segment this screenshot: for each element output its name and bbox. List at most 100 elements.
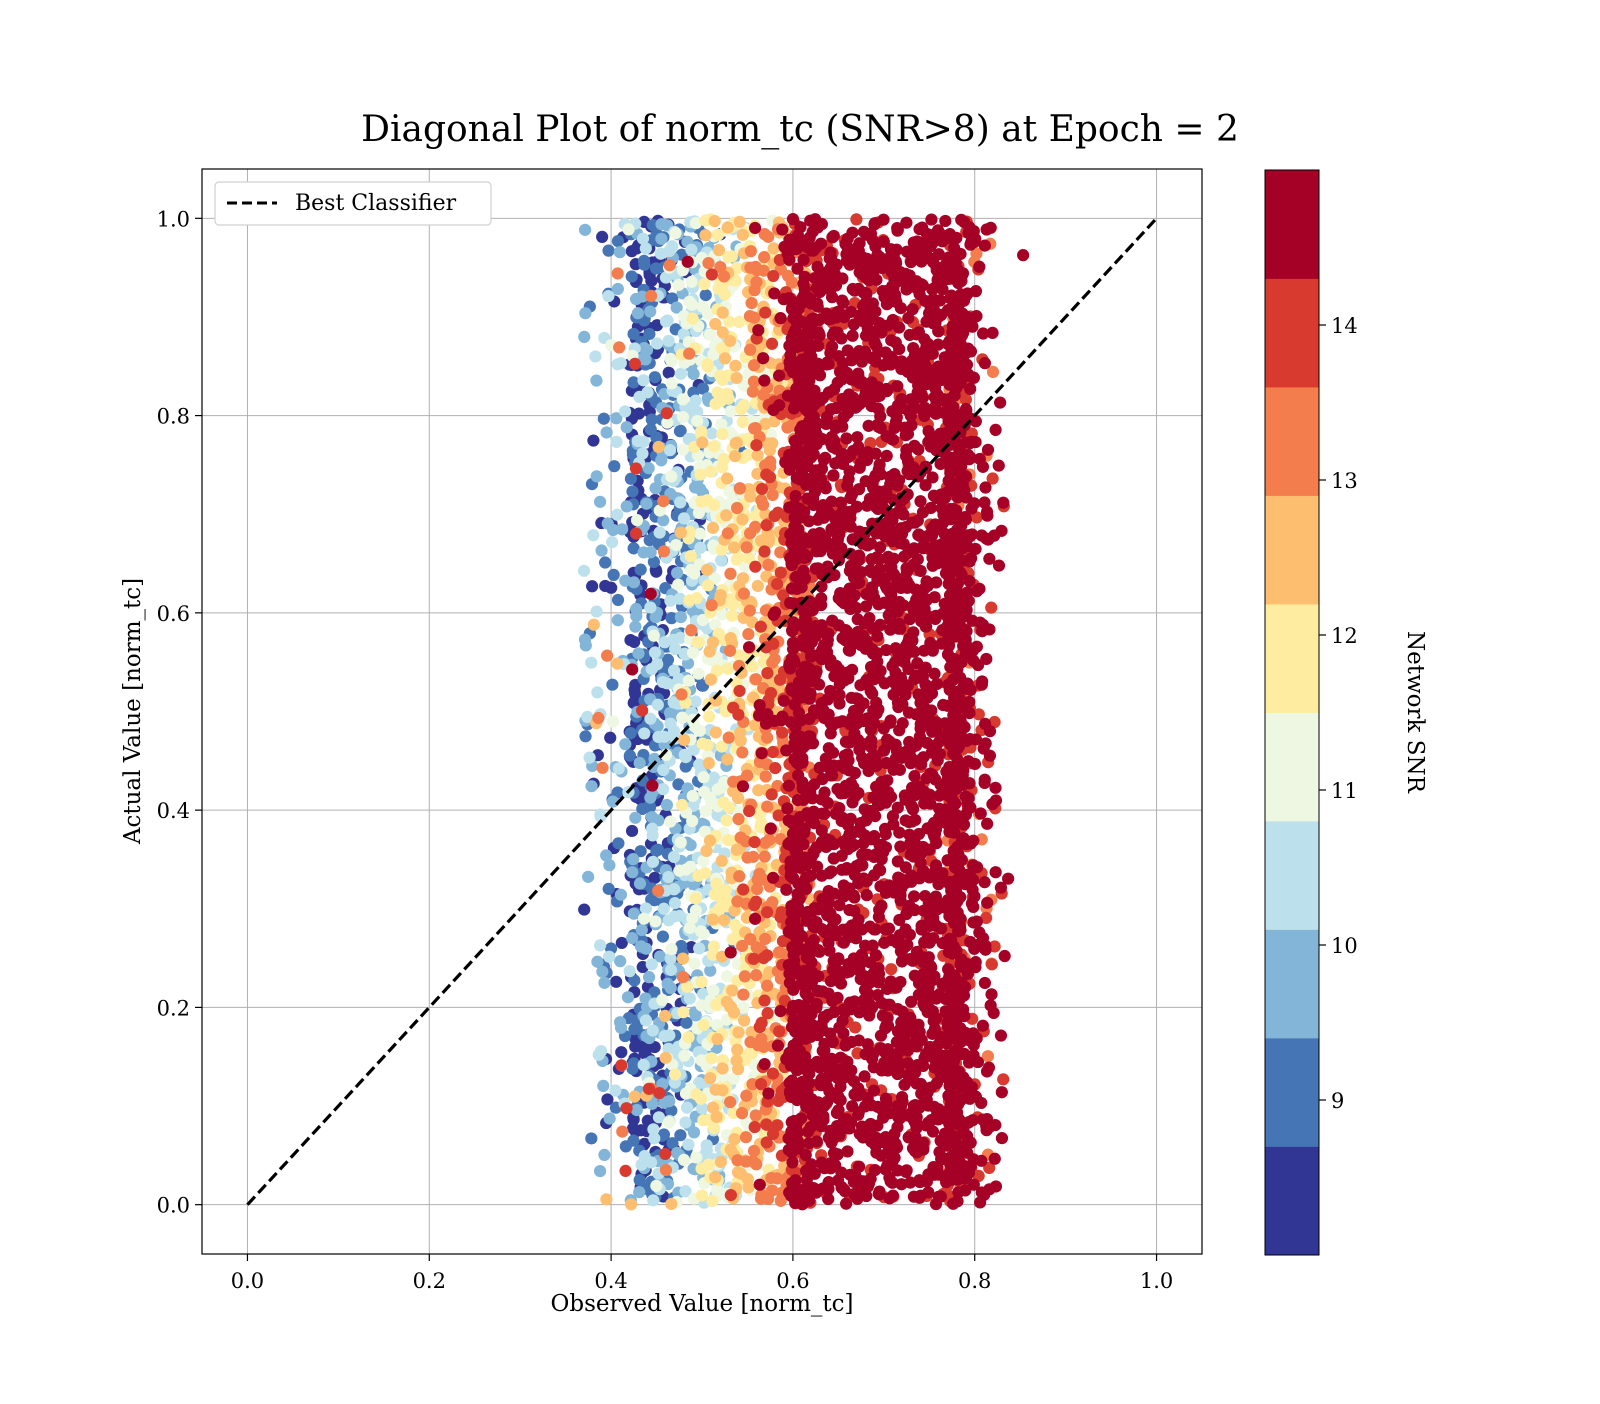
scatter-point	[685, 244, 697, 256]
scatter-point	[725, 1143, 737, 1155]
scatter-point	[877, 1112, 889, 1124]
scatter-point	[679, 1116, 691, 1128]
scatter-point	[701, 564, 713, 576]
scatter-point	[831, 783, 843, 795]
scatter-point	[628, 636, 640, 648]
scatter-point	[778, 695, 790, 707]
scatter-point	[724, 645, 736, 657]
scatter-point	[615, 1046, 627, 1058]
scatter-point	[677, 393, 689, 405]
scatter-point	[665, 377, 677, 389]
scatter-point	[703, 710, 715, 722]
scatter-point	[861, 889, 873, 901]
scatter-point	[626, 825, 638, 837]
scatter-point	[626, 245, 638, 257]
scatter-point	[716, 428, 728, 440]
scatter-point	[853, 1161, 865, 1173]
scatter-point	[715, 781, 727, 793]
scatter-point	[719, 352, 731, 364]
scatter-point	[655, 233, 667, 245]
scatter-point	[646, 663, 658, 675]
scatter-point	[619, 405, 631, 417]
scatter-point	[611, 509, 623, 521]
scatter-point	[658, 903, 670, 915]
scatter-point	[603, 883, 615, 895]
scatter-point	[690, 904, 702, 916]
scatter-point	[597, 1080, 609, 1092]
scatter-point	[750, 969, 762, 981]
scatter-point	[652, 885, 664, 897]
scatter-point	[649, 646, 661, 658]
scatter-point	[722, 527, 734, 539]
scatter-point	[657, 930, 669, 942]
scatter-point	[759, 837, 771, 849]
scatter-point	[767, 746, 779, 758]
scatter-point	[708, 940, 720, 952]
scatter-point	[626, 932, 638, 944]
scatter-point	[632, 647, 644, 659]
scatter-point	[749, 521, 761, 533]
scatter-point	[789, 963, 801, 975]
scatter-point	[704, 1072, 716, 1084]
scatter-point	[700, 845, 712, 857]
scatter-point	[664, 444, 676, 456]
scatter-point	[693, 507, 705, 519]
scatter-point	[749, 913, 761, 925]
scatter-point	[653, 1087, 665, 1099]
scatter-point	[747, 386, 759, 398]
scatter-point	[752, 324, 764, 336]
scatter-point	[768, 242, 780, 254]
scatter-point	[892, 855, 904, 867]
scatter-point	[675, 526, 687, 538]
scatter-point	[786, 1156, 798, 1168]
scatter-point	[638, 255, 650, 267]
scatter-point	[619, 1165, 631, 1177]
scatter-point	[614, 1016, 626, 1028]
scatter-point	[664, 353, 676, 365]
scatter-point	[684, 992, 696, 1004]
scatter-point	[885, 963, 897, 975]
scatter-point	[602, 290, 614, 302]
scatter-point	[760, 519, 772, 531]
scatter-point	[591, 470, 603, 482]
scatter-point	[719, 288, 731, 300]
scatter-point	[600, 849, 612, 861]
scatter-point	[665, 964, 677, 976]
scatter-point	[609, 1084, 621, 1096]
scatter-point	[612, 614, 624, 626]
scatter-point	[747, 851, 759, 863]
scatter-point	[882, 1012, 894, 1024]
scatter-point	[645, 423, 657, 435]
scatter-point	[655, 454, 667, 466]
scatter-point	[706, 1195, 718, 1207]
scatter-point	[838, 1072, 850, 1084]
scatter-point	[713, 244, 725, 256]
scatter-point	[596, 231, 608, 243]
scatter-point	[665, 943, 677, 955]
scatter-point	[769, 762, 781, 774]
scatter-point	[706, 427, 718, 439]
scatter-point	[608, 460, 620, 472]
scatter-point	[594, 939, 606, 951]
scatter-point	[585, 1132, 597, 1144]
scatter-point	[600, 426, 612, 438]
scatter-point	[683, 348, 695, 360]
scatter-point	[645, 588, 657, 600]
scatter-point	[687, 790, 699, 802]
scatter-point	[737, 229, 749, 241]
scatter-point	[626, 485, 638, 497]
scatter-point	[705, 466, 717, 478]
scatter-point	[584, 751, 596, 763]
scatter-point	[707, 913, 719, 925]
scatter-point	[638, 727, 650, 739]
scatter-point	[669, 1068, 681, 1080]
scatter-point	[663, 367, 675, 379]
scatter-point	[758, 251, 770, 263]
scatter-point	[980, 737, 992, 749]
scatter-point	[990, 424, 1002, 436]
scatter-point	[744, 262, 756, 274]
scatter-point	[750, 439, 762, 451]
scatter-point	[730, 372, 742, 384]
scatter-point	[710, 999, 722, 1011]
